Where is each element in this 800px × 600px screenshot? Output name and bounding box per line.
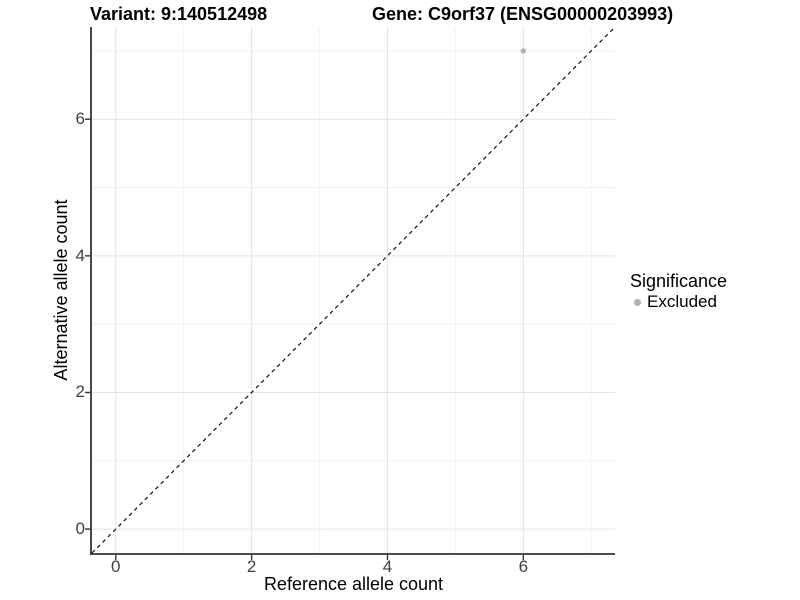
y-tick-label: 2	[75, 382, 85, 402]
x-tick-label: 6	[518, 557, 529, 576]
legend-title: Significance	[630, 271, 728, 291]
plot-title-gene: Gene: C9orf37 (ENSG00000203993)	[372, 4, 674, 24]
x-axis-title: Reference allele count	[263, 574, 444, 594]
x-tick-label: 0	[111, 557, 121, 576]
y-axis-title: Alternative allele count	[51, 199, 71, 381]
plot-title-variant: Variant: 9:140512498	[90, 4, 268, 24]
x-tick-label: 4	[382, 557, 393, 576]
legend-item-excluded: Excluded	[630, 293, 727, 311]
legend-item-label: Excluded	[647, 292, 717, 311]
data-point	[520, 48, 527, 54]
legend-point-icon	[634, 298, 641, 306]
y-tick-label: 0	[75, 519, 85, 539]
y-tick-label: 6	[75, 109, 85, 129]
legend: Significance Excluded	[630, 272, 727, 311]
y-tick-label: 4	[75, 245, 85, 265]
identity-line	[91, 26, 616, 554]
x-tick-label: 2	[246, 557, 257, 576]
